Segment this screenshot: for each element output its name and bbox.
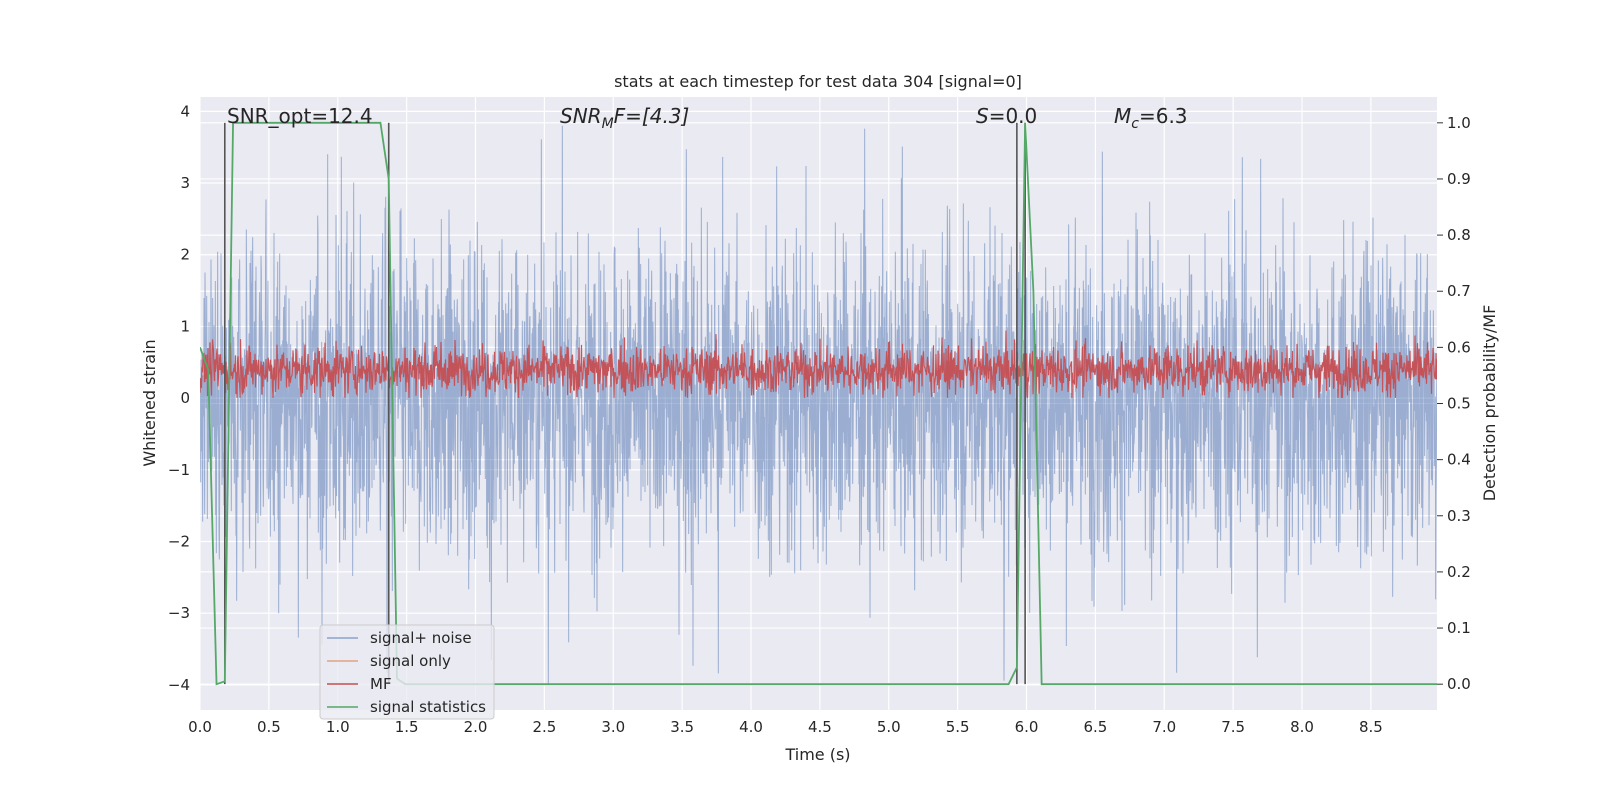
x-tick-label: 0.0 [188,718,212,736]
annotation-mc-base: M [1114,104,1131,128]
y2-tick-label: 0.0 [1447,675,1471,693]
y2-tick-label: 0.6 [1447,338,1471,356]
y-tick-label: 3 [180,174,190,192]
y-tick-label: −3 [168,604,190,622]
legend-label-signal-noise: signal+ noise [370,629,472,647]
y2-tick-label: 0.8 [1447,226,1471,244]
x-axis-ticks: 0.0 0.5 1.0 1.5 2.0 2.5 3.0 3.5 4.0 4.5 5.0 5.5 6.0 6… [188,718,1383,736]
y2-axis-ticks: 0.0 0.1 0.2 0.3 0.4 0.5 0.6 0.7 0.8 0.9 1.0 [1437,114,1471,693]
legend-label-mf: MF [370,675,392,693]
x-tick-label: 8.0 [1290,718,1314,736]
y2-tick-label: 0.2 [1447,563,1471,581]
x-tick-label: 4.0 [739,718,763,736]
annotation-snr-mf: SNRMF=[4.3] [560,104,689,132]
x-tick-label: 0.5 [257,718,281,736]
annotation-snr-mf-sub: M [602,116,614,132]
annotation-s: S=0.0 [976,104,1037,128]
x-tick-label: 6.0 [1015,718,1039,736]
x-tick-label: 7.5 [1221,718,1245,736]
x-tick-label: 1.0 [326,718,350,736]
annotation-mc: Mc=6.3 [1114,104,1188,132]
y-tick-label: 2 [180,246,190,264]
y2-tick-label: 0.3 [1447,507,1471,525]
series-mf [200,330,1437,399]
y2-tick-label: 0.4 [1447,451,1471,469]
annotation-s-label: S [976,104,989,128]
x-tick-label: 8.5 [1359,718,1383,736]
y2-tick-label: 0.5 [1447,395,1471,413]
y2-axis-label: Detection probability/MF [1480,305,1499,502]
x-tick-label: 7.0 [1152,718,1176,736]
y2-tick-label: 0.7 [1447,282,1471,300]
annotation-snr-mf-base: SNR [560,104,602,128]
x-tick-label: 1.5 [395,718,419,736]
y-axis-label: Whitened strain [140,339,159,466]
y-tick-label: 0 [180,389,190,407]
legend-box [319,624,495,720]
x-tick-label: 3.5 [670,718,694,736]
y-axis-ticks: −4 −3 −2 −1 0 1 2 3 4 [168,102,190,694]
annotation-snr-opt: SNR_opt=12.4 [227,104,373,128]
legend-label-signal-only: signal only [370,652,451,670]
y-tick-label: −4 [168,676,190,694]
legend-label-signal-statistics: signal statistics [370,698,486,716]
x-tick-label: 4.5 [808,718,832,736]
x-tick-label: 5.0 [877,718,901,736]
y-tick-label: 4 [180,102,190,120]
y2-tick-label: 0.1 [1447,619,1471,637]
y2-tick-label: 0.9 [1447,170,1471,188]
y-tick-label: −2 [168,533,190,551]
x-axis-label: Time (s) [784,745,850,764]
x-tick-label: 6.5 [1083,718,1107,736]
x-tick-label: 3.0 [601,718,625,736]
x-tick-label: 5.5 [946,718,970,736]
y-tick-label: 1 [180,317,190,335]
y-tick-label: −1 [168,461,190,479]
legend: signal+ noise signal only MF signal stat… [319,624,495,720]
x-tick-label: 2.0 [464,718,488,736]
annotation-mc-value: =6.3 [1139,104,1188,128]
y2-tick-label: 1.0 [1447,114,1471,132]
annotation-mc-sub: c [1131,116,1139,132]
annotation-s-value: =0.0 [989,104,1038,128]
chart-title: stats at each timestep for test data 304… [614,72,1022,91]
annotation-snr-mf-tail: F=[4.3] [614,104,690,128]
x-tick-label: 2.5 [532,718,556,736]
